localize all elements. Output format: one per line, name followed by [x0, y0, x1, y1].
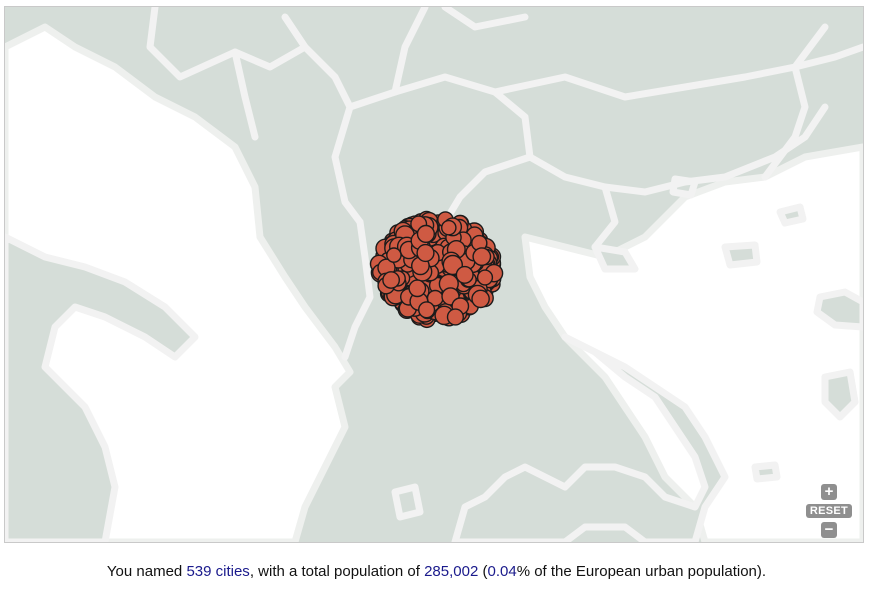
island [751, 461, 781, 483]
summary-middle: , with a total population of [249, 563, 425, 580]
city-marker[interactable] [455, 265, 474, 284]
city-marker[interactable] [471, 289, 490, 309]
zoom-in-button[interactable]: + [821, 484, 837, 500]
island [813, 288, 863, 331]
cities-count-link[interactable]: 539 cities [186, 563, 250, 580]
city-marker[interactable] [416, 243, 435, 263]
summary-text: You named 539 cities, with a total popul… [0, 563, 873, 580]
city-marker[interactable] [416, 224, 435, 243]
population-value: 285,002 [424, 563, 479, 580]
city-marker[interactable] [446, 308, 465, 326]
island [391, 483, 424, 521]
island [591, 243, 639, 273]
city-marker[interactable] [476, 269, 494, 286]
summary-suffix: % of the European urban population). [516, 563, 767, 580]
percent-value: 0.04 [487, 563, 517, 580]
city-marker[interactable] [386, 247, 402, 263]
island [776, 203, 807, 227]
city-marker[interactable] [408, 279, 427, 298]
city-markers [369, 210, 504, 329]
summary-prefix: You named [106, 563, 187, 580]
minus-icon: − [824, 521, 834, 538]
island [821, 368, 859, 421]
reset-button[interactable]: RESET [805, 504, 853, 518]
map-canvas[interactable] [5, 7, 863, 542]
island [721, 241, 761, 269]
zoom-controls: + RESET − [803, 484, 855, 538]
plus-icon: + [824, 483, 834, 500]
city-marker[interactable] [418, 301, 436, 319]
country-borders [146, 7, 863, 361]
summary-open-paren: ( [478, 563, 488, 580]
greece-south-land [451, 333, 729, 542]
zoom-out-button[interactable]: − [821, 522, 837, 538]
city-marker[interactable] [472, 247, 492, 267]
map-viewport[interactable]: + RESET − [4, 6, 864, 543]
city-marker[interactable] [440, 219, 457, 236]
city-marker[interactable] [382, 271, 400, 289]
italy-land [5, 233, 199, 542]
